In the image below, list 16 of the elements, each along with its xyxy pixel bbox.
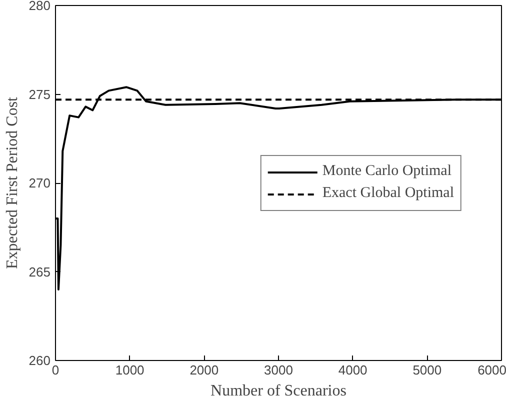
x-tick-label: 0 <box>52 362 60 378</box>
y-tick-label: 260 <box>28 353 51 368</box>
x-tick-label: 5000 <box>412 362 442 378</box>
y-tick-label: 280 <box>28 0 51 13</box>
legend-label: Exact Global Optimal <box>322 185 454 202</box>
y-tick-label: 275 <box>28 86 51 102</box>
x-axis-title: Number of Scenarios <box>210 382 346 400</box>
x-tick-label: 2000 <box>190 362 219 378</box>
y-tick-label: 265 <box>28 264 51 280</box>
x-tick-label: 6000 <box>478 362 506 378</box>
y-axis-title: Expected First Period Cost <box>4 96 21 269</box>
y-tick-label: 270 <box>28 176 51 190</box>
legend-label: Monte Carlo Optimal <box>322 163 452 180</box>
x-tick-label: 3000 <box>264 362 293 378</box>
x-tick-label: 1000 <box>115 362 144 378</box>
x-tick-label: 4000 <box>338 362 368 378</box>
